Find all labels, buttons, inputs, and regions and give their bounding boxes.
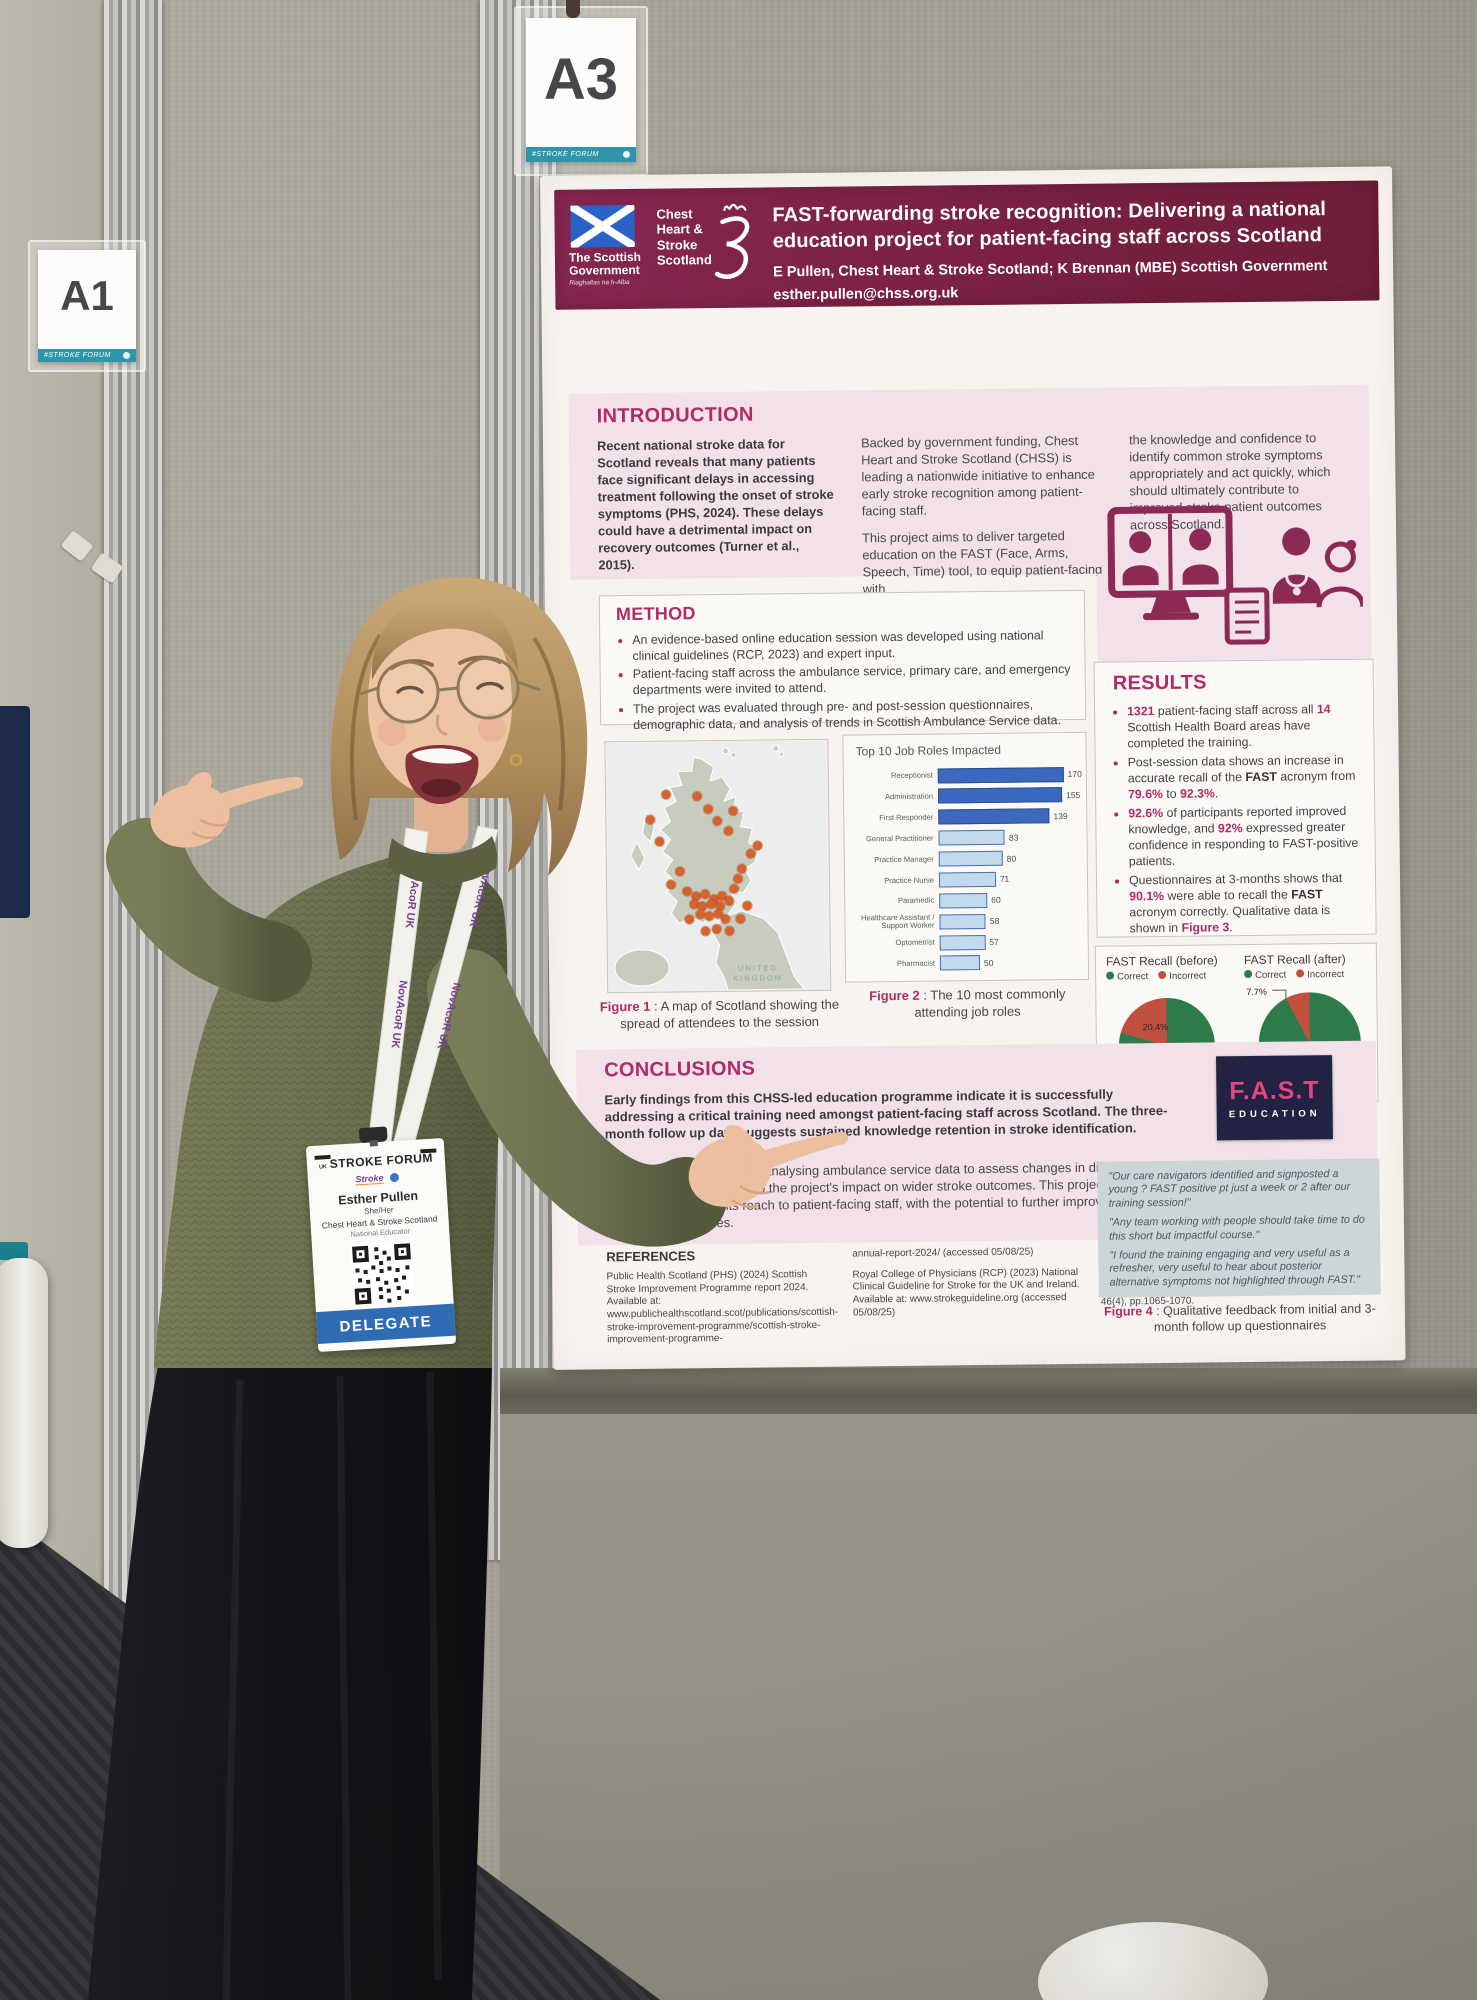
earring-icon: [509, 753, 523, 767]
results-section: RESULTS 1321 patient-facing staff across…: [1093, 658, 1377, 941]
hair-fringe: [371, 595, 518, 680]
delegate-badge: UK STROKE FORUM Stroke Esther Pullen She…: [305, 1126, 457, 1353]
partner-logo-icon: [389, 1172, 399, 1183]
legend-correct-icon: [1244, 969, 1253, 979]
left-sleeve: [106, 818, 312, 1002]
pie-after-legend: Correct Incorrect: [1244, 969, 1374, 981]
fast-education-logo: F.A.S.T EDUCATION: [1216, 1055, 1333, 1141]
introduction-heading: INTRODUCTION: [596, 403, 754, 428]
poster-authors: E Pullen, Chest Heart & Stroke Scotland;…: [773, 258, 1328, 281]
sign-a3-strip-text: #STROKE FORUM: [532, 151, 599, 158]
pie-after-panel: FAST Recall (after) Correct Incorrect 7.…: [1242, 951, 1374, 1095]
results-bullets: 1321 patient-facing staff across all 14 …: [1111, 702, 1364, 941]
partition-bottom-rail: [500, 1368, 1477, 1414]
pie-after-incorrect-label: 7.7%: [1246, 986, 1267, 998]
chss-logo-text: Chest Heart & Stroke Scotland: [656, 206, 712, 268]
wall-below-rail: [500, 1414, 1477, 2000]
poster-header: The Scottish Government Riaghaltas na h-…: [554, 180, 1380, 310]
results-heading: RESULTS: [1112, 671, 1207, 695]
glasses-icon: [456, 656, 520, 720]
legend-correct-icon: [1106, 971, 1115, 980]
pie-after-leader-line: [1272, 989, 1287, 999]
forum-logo-icon: [623, 151, 630, 158]
nose: [435, 714, 448, 736]
map-label-united: UNITED: [738, 963, 778, 972]
sweater-collar: [388, 836, 498, 885]
pie-before-legend: Correct Incorrect: [1106, 970, 1236, 983]
sign-a1-strip-text: #STROKE FORUM: [44, 352, 111, 359]
scottish-flag-icon: [570, 204, 635, 248]
sign-a1: A1 #STROKE FORUM: [38, 250, 136, 362]
legend-incorrect-icon: [1158, 970, 1167, 980]
research-poster: The Scottish Government Riaghaltas na h-…: [540, 166, 1406, 1370]
pie-before-title: FAST Recall (before): [1105, 953, 1218, 969]
figure4-caption: Figure 4 : Qualitative feedback from ini…: [1104, 1301, 1376, 1335]
gov-logo-subtext: Riaghaltas na h-Alba: [569, 278, 630, 287]
poster-title: FAST-forwarding stroke recognition: Deli…: [772, 198, 1327, 253]
person-photo: NovAcoR UK NovAcoR UK NovAcoR UK NovAcoR…: [88, 577, 849, 2000]
white-cylinder: [0, 1258, 48, 1548]
legend-incorrect-icon: [1296, 969, 1305, 978]
badge-clip-icon: [358, 1126, 388, 1144]
edge-stripe-teal: [0, 1242, 28, 1260]
sign-pin: [566, 0, 580, 18]
pie-before-incorrect-label: 20.4%: [1142, 1021, 1169, 1033]
teeth: [412, 748, 472, 764]
pie-before-panel: FAST Recall (before) Correct Incorrect 2…: [1104, 953, 1236, 1095]
glasses-icon: [376, 660, 440, 724]
pie-after-title: FAST Recall (after): [1243, 951, 1346, 968]
poster-email: esther.pullen@chss.org.uk: [773, 285, 959, 304]
navy-edge-object: [0, 706, 30, 918]
stroke-association-logo: Stroke: [355, 1172, 384, 1186]
sign-a3-strip: #STROKE FORUM: [526, 147, 636, 162]
telehealth-illustration-icon: [1107, 505, 1364, 645]
gov-logo-text: The Scottish Government: [568, 249, 642, 278]
right-pointing-finger: [746, 1131, 849, 1176]
figure1-map: UNITED KINGDOM: [604, 738, 832, 994]
smiling-eyes: [396, 681, 504, 694]
left-pointing-finger: [208, 776, 304, 814]
badge-logos: Stroke: [316, 1169, 438, 1187]
sign-a3-label: A3: [543, 47, 619, 112]
sign-a1-label: A1: [60, 272, 114, 319]
badge-event-header: UK STROKE FORUM: [318, 1150, 434, 1171]
sign-a3: A3 #STROKE FORUM: [526, 18, 636, 162]
figure4-quotes: "Our care navigators identified and sign…: [1097, 1158, 1381, 1298]
chss-logo-icon: [714, 203, 750, 279]
right-sleeve: [427, 949, 727, 1247]
scotland-map: UNITED KINGDOM: [605, 739, 830, 993]
delegate-banner: DELEGATE: [315, 1303, 456, 1345]
sign-a1-strip: #STROKE FORUM: [38, 349, 136, 362]
forum-logo-icon: [123, 352, 130, 359]
scotland-map-icon: UNITED KINGDOM: [605, 739, 830, 992]
black-skirt: [88, 1354, 492, 2000]
map-label-kingdom: KINGDOM: [733, 973, 783, 983]
qr-code-icon: [349, 1241, 416, 1307]
